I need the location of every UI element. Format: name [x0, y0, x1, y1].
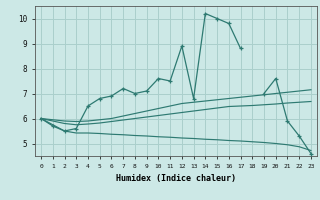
X-axis label: Humidex (Indice chaleur): Humidex (Indice chaleur) [116, 174, 236, 183]
